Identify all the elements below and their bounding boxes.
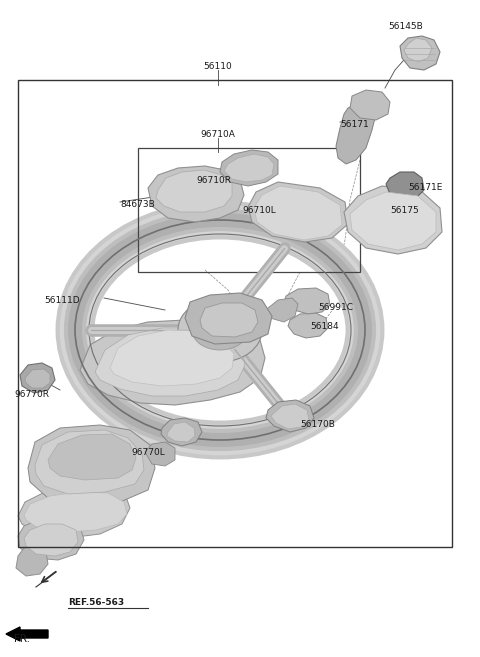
FancyArrow shape	[6, 627, 48, 641]
Polygon shape	[266, 400, 314, 432]
Polygon shape	[284, 288, 330, 314]
Text: 56175: 56175	[390, 206, 419, 215]
Polygon shape	[18, 486, 130, 538]
Polygon shape	[386, 172, 424, 200]
Polygon shape	[25, 369, 50, 388]
Polygon shape	[80, 320, 265, 405]
Text: 56170B: 56170B	[300, 420, 335, 429]
Polygon shape	[264, 298, 298, 322]
Text: 56991C: 56991C	[318, 303, 353, 312]
Polygon shape	[156, 170, 232, 212]
Polygon shape	[35, 430, 144, 494]
Text: 56184: 56184	[310, 322, 338, 331]
Ellipse shape	[192, 310, 248, 350]
Polygon shape	[344, 186, 442, 254]
Polygon shape	[24, 524, 78, 556]
Polygon shape	[350, 90, 390, 120]
Text: 56171E: 56171E	[408, 183, 443, 192]
Polygon shape	[220, 150, 278, 186]
Polygon shape	[161, 418, 202, 446]
Text: 96770R: 96770R	[14, 390, 49, 399]
Ellipse shape	[178, 298, 262, 362]
Polygon shape	[248, 182, 348, 242]
Text: 84673B: 84673B	[120, 200, 155, 209]
Polygon shape	[16, 546, 48, 576]
Polygon shape	[28, 425, 155, 506]
Polygon shape	[18, 520, 84, 560]
Bar	[138, 148, 360, 272]
Polygon shape	[148, 166, 244, 222]
Polygon shape	[404, 38, 432, 62]
Polygon shape	[145, 442, 175, 466]
Text: REF.56-563: REF.56-563	[68, 598, 124, 607]
Polygon shape	[350, 192, 436, 250]
Text: 96710A: 96710A	[201, 130, 235, 139]
Polygon shape	[95, 328, 245, 396]
Bar	[18, 80, 452, 547]
Polygon shape	[400, 36, 440, 70]
Text: FR.: FR.	[14, 634, 30, 644]
Polygon shape	[20, 363, 55, 393]
Text: 96710R: 96710R	[196, 176, 231, 185]
Polygon shape	[48, 434, 136, 480]
Polygon shape	[200, 303, 258, 337]
Polygon shape	[288, 313, 328, 338]
Text: 96770L: 96770L	[131, 448, 165, 457]
Polygon shape	[224, 154, 274, 182]
Polygon shape	[271, 404, 309, 429]
Polygon shape	[24, 492, 127, 532]
Polygon shape	[336, 102, 376, 164]
Text: 56111D: 56111D	[44, 296, 80, 305]
Text: 56145B: 56145B	[388, 22, 423, 31]
Text: 56110: 56110	[204, 62, 232, 71]
Polygon shape	[167, 422, 195, 442]
Polygon shape	[254, 186, 342, 240]
Text: 56171: 56171	[340, 120, 369, 129]
Polygon shape	[110, 330, 234, 386]
Polygon shape	[185, 293, 272, 344]
Text: 96710L: 96710L	[242, 206, 276, 215]
